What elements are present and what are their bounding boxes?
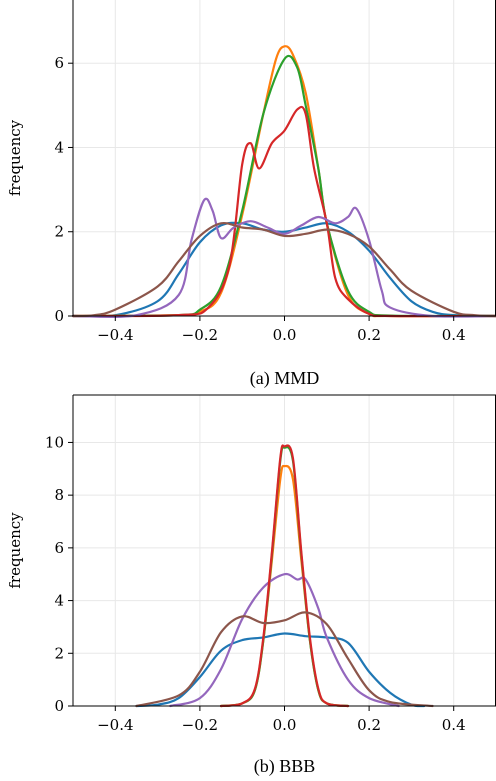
series-line (219, 444, 350, 708)
series-line (169, 572, 400, 708)
grid (73, 395, 496, 707)
y-tick-label: 6 (54, 54, 64, 72)
panel-bbb: −0.4 −0.2 0.0 0.2 0.4 0 2 4 6 8 10 frequency (b) … (6, 394, 496, 777)
x-tick-label: 0.4 (442, 716, 466, 734)
x-tick-labels: −0.4 −0.2 0.0 0.2 0.4 (97, 326, 466, 344)
series-line (71, 221, 496, 318)
y-tick-label: 4 (54, 592, 64, 610)
x-tick-label: 0.2 (357, 326, 381, 344)
y-tick-label: 2 (54, 644, 64, 662)
curves (71, 45, 496, 319)
series-line (71, 197, 496, 319)
x-tick-label: −0.2 (182, 716, 218, 734)
y-axis-label: frequency (6, 512, 24, 589)
series-line (71, 54, 496, 318)
caption-bbb: (b) BBB (254, 756, 316, 777)
x-tick-label: −0.4 (97, 716, 133, 734)
series-line (135, 632, 426, 708)
x-tick-label: −0.4 (97, 326, 133, 344)
y-tick-label: 8 (54, 486, 64, 504)
y-tick-label: 4 (54, 138, 64, 156)
x-tick-label: 0.2 (357, 716, 381, 734)
y-axis-label: frequency (6, 119, 24, 196)
x-tick-labels: −0.4 −0.2 0.0 0.2 0.4 (97, 716, 466, 734)
y-tick-label: 0 (54, 307, 64, 325)
curves (135, 444, 434, 708)
y-tick-label: 6 (54, 539, 64, 557)
y-tick-label: 0 (54, 697, 64, 715)
y-tick-label: 2 (54, 223, 64, 241)
caption-mmd: (a) MMD (250, 368, 320, 389)
y-tick-label: 10 (45, 433, 64, 451)
x-tick-label: 0.4 (442, 326, 466, 344)
panel-mmd: −0.4 −0.2 0.0 0.2 0.4 0 2 4 6 frequency (a) MMD (6, 0, 496, 389)
y-tick-labels: 0 2 4 6 8 10 (45, 433, 64, 715)
y-tick-labels: 0 2 4 6 (54, 54, 64, 325)
series-line (71, 105, 496, 318)
x-tick-label: −0.2 (182, 326, 218, 344)
x-tick-label: 0.0 (273, 716, 297, 734)
x-tick-label: 0.0 (273, 326, 297, 344)
series-line (135, 611, 434, 708)
